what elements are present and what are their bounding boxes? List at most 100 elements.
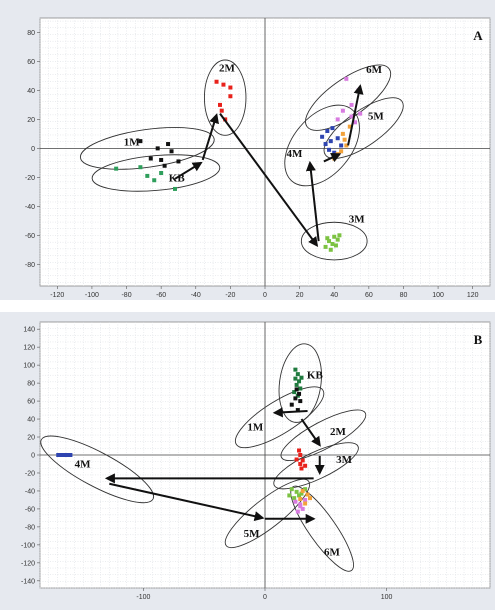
- data-point: [173, 186, 177, 191]
- x-tick-label: -60: [156, 292, 166, 299]
- data-point: [330, 126, 335, 131]
- data-point: [294, 457, 299, 462]
- data-point: [332, 234, 337, 239]
- scatter-plot-b: -100 0 100 140 120 100 80 60 40 20 0 -20 -40 -60 -80 -1…: [21, 321, 491, 601]
- data-point: [145, 173, 150, 178]
- data-point: [293, 367, 298, 372]
- x-tick-label: -100: [136, 594, 150, 601]
- group-ellipse: [284, 104, 360, 187]
- data-point: [294, 382, 299, 387]
- group-label: 1M: [124, 136, 141, 148]
- group-label: KB: [307, 370, 324, 382]
- scatter-plot-a: -120 -100 -80 -60 -40 -20 0 20 40 60 80 100 120 80 60 4…: [25, 17, 491, 299]
- data-point: [293, 396, 298, 401]
- y-tick-label: 0: [31, 453, 35, 460]
- data-point: [58, 453, 63, 457]
- data-point: [63, 453, 68, 457]
- data-point: [299, 491, 304, 496]
- data-point: [299, 375, 304, 380]
- y-tick-label: -20: [25, 175, 35, 182]
- data-point: [61, 453, 66, 457]
- y-tick-label: 100: [23, 363, 35, 370]
- data-point: [327, 239, 332, 244]
- y-tick-label: 40: [27, 417, 35, 424]
- x-tick-label: 80: [400, 292, 408, 299]
- data-point: [293, 499, 298, 504]
- y-tick-label: -140: [21, 578, 35, 585]
- data-point: [330, 241, 335, 246]
- data-point: [297, 391, 302, 396]
- group-label: 3M: [349, 213, 366, 225]
- data-point: [218, 102, 222, 107]
- data-point: [325, 128, 330, 133]
- group-label: 1M: [247, 422, 264, 434]
- x-tick-label: 100: [381, 594, 393, 601]
- transition-arrow: [347, 84, 364, 146]
- data-point: [339, 143, 344, 148]
- y-tick-label: 60: [27, 59, 35, 66]
- data-point: [303, 497, 308, 502]
- transition-arrow: [174, 161, 203, 180]
- y-tick-label: -80: [25, 262, 35, 269]
- data-point: [228, 94, 233, 99]
- data-point: [295, 509, 300, 514]
- group-label: 6M: [366, 64, 383, 76]
- y-tick-label: 20: [27, 117, 35, 124]
- data-point: [335, 117, 340, 122]
- data-point: [294, 387, 299, 392]
- data-point: [332, 150, 337, 155]
- data-point: [300, 458, 305, 463]
- data-point: [68, 453, 73, 457]
- data-point: [303, 463, 308, 468]
- data-point: [325, 236, 330, 241]
- x-tick-label: -120: [50, 292, 64, 299]
- transition-arrow: [201, 113, 219, 161]
- panel-label: A: [473, 28, 483, 43]
- data-point: [358, 111, 363, 116]
- group-ellipse: [79, 127, 215, 170]
- y-tick-label: -120: [21, 560, 35, 567]
- data-point: [298, 453, 303, 457]
- group-label: 5M: [244, 528, 261, 540]
- data-point: [162, 163, 167, 168]
- x-tick-label: -40: [191, 292, 201, 299]
- y-tick-label: -20: [25, 470, 35, 477]
- data-point: [297, 493, 302, 498]
- data-point: [176, 159, 181, 164]
- transition-arrow: [305, 160, 320, 242]
- y-tick-label: 80: [27, 381, 35, 388]
- group-ellipse: [300, 221, 368, 261]
- data-point: [148, 156, 153, 161]
- data-point: [339, 149, 344, 154]
- data-point: [221, 82, 226, 87]
- x-tick-label: -100: [85, 292, 99, 299]
- data-point: [337, 233, 342, 238]
- chart-panel-b: -100 0 100 140 120 100 80 60 40 20 0 -20 -40 -60 -80 -1…: [0, 312, 495, 610]
- y-tick-label: 120: [23, 345, 35, 352]
- data-point: [327, 147, 332, 152]
- y-tick-label: 60: [27, 399, 35, 406]
- transition-arrow: [219, 113, 319, 248]
- group-label: 2M: [219, 63, 236, 75]
- data-point: [287, 493, 292, 498]
- x-tick-label: 0: [263, 292, 267, 299]
- data-point: [303, 487, 308, 492]
- x-tick-label: 100: [432, 292, 444, 299]
- data-point: [300, 506, 305, 511]
- data-point: [335, 136, 340, 141]
- x-tick-label: 120: [467, 292, 479, 299]
- data-point: [298, 399, 303, 404]
- data-point: [294, 489, 299, 494]
- data-point: [152, 178, 157, 183]
- data-point: [292, 390, 297, 395]
- group-ellipse: [203, 59, 247, 136]
- group-label: 4M: [286, 148, 303, 160]
- data-point: [353, 120, 357, 125]
- group-ellipse: [224, 478, 311, 548]
- group-label: 4M: [75, 459, 92, 471]
- data-point: [308, 496, 312, 501]
- data-point: [328, 247, 333, 252]
- y-tick-label: 80: [27, 30, 35, 37]
- group-label: 6M: [324, 547, 341, 559]
- group-ellipse: [91, 154, 221, 192]
